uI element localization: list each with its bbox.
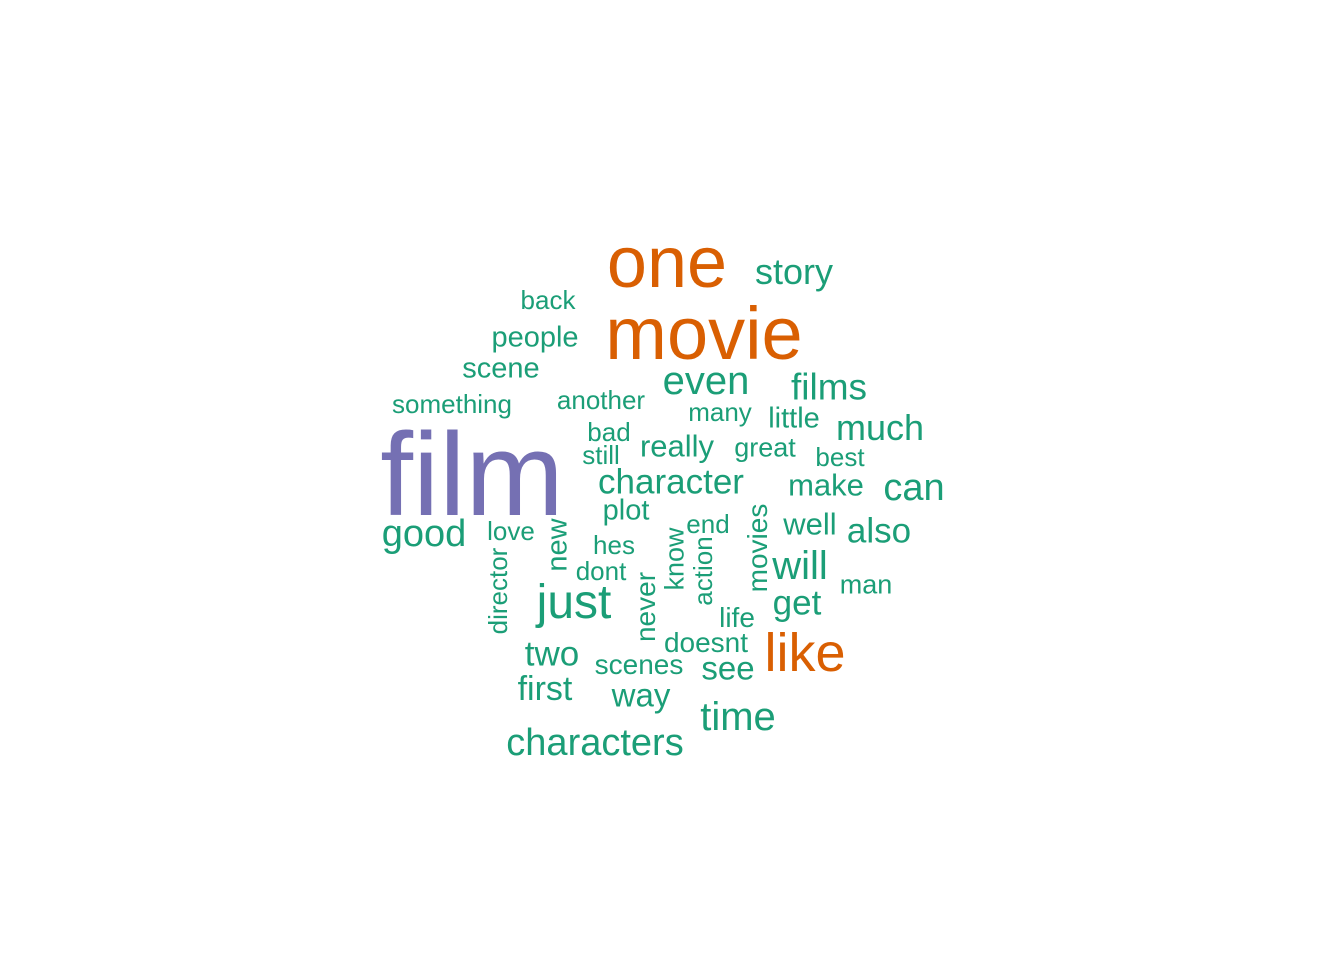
word-one: one <box>606 223 728 303</box>
word-new: new <box>541 518 574 572</box>
word-movies: movies <box>742 503 773 593</box>
word-man: man <box>839 569 893 600</box>
word-character: character <box>598 462 744 502</box>
word-dont: dont <box>575 556 627 586</box>
word-something: something <box>392 389 512 419</box>
word-back: back <box>520 285 576 315</box>
word-way: way <box>611 676 671 714</box>
word-life: life <box>719 602 755 633</box>
word-little: little <box>768 402 820 435</box>
word-film: film <box>380 409 564 541</box>
word-action: action <box>688 536 718 606</box>
word-best: best <box>815 442 865 472</box>
word-people: people <box>491 321 579 354</box>
word-doesnt: doesnt <box>663 627 749 658</box>
word-end: end <box>686 509 730 539</box>
word-know: know <box>659 527 690 591</box>
word-films: films <box>790 366 868 408</box>
word-movie: movie <box>605 292 803 375</box>
word-even: even <box>662 359 750 403</box>
word-much: much <box>835 407 925 448</box>
word-make: make <box>788 467 864 503</box>
word-first: first <box>517 670 573 708</box>
word-will: will <box>772 544 828 588</box>
word-can: can <box>883 467 945 509</box>
word-story: story <box>754 251 834 292</box>
word-another: another <box>556 385 646 415</box>
word-get: get <box>772 583 822 623</box>
word-many: many <box>688 397 752 427</box>
word-love: love <box>487 516 535 546</box>
word-director: director <box>483 547 513 635</box>
word-scenes: scenes <box>594 649 684 680</box>
word-bad: bad <box>587 417 631 447</box>
word-see: see <box>701 649 755 687</box>
word-like: like <box>764 623 846 683</box>
word-time: time <box>700 695 776 739</box>
word-well: well <box>783 506 837 542</box>
word-just: just <box>536 576 612 629</box>
word-still: still <box>582 440 620 470</box>
word-never: never <box>630 571 661 643</box>
word-scene: scene <box>462 352 540 385</box>
word-great: great <box>734 432 796 463</box>
word-really: really <box>639 428 715 464</box>
word-hes: hes <box>593 530 635 560</box>
word-two: two <box>524 634 580 674</box>
word-plot: plot <box>602 494 650 527</box>
word-characters: characters <box>506 722 684 764</box>
word-good: good <box>381 513 467 555</box>
word-also: also <box>846 511 912 551</box>
